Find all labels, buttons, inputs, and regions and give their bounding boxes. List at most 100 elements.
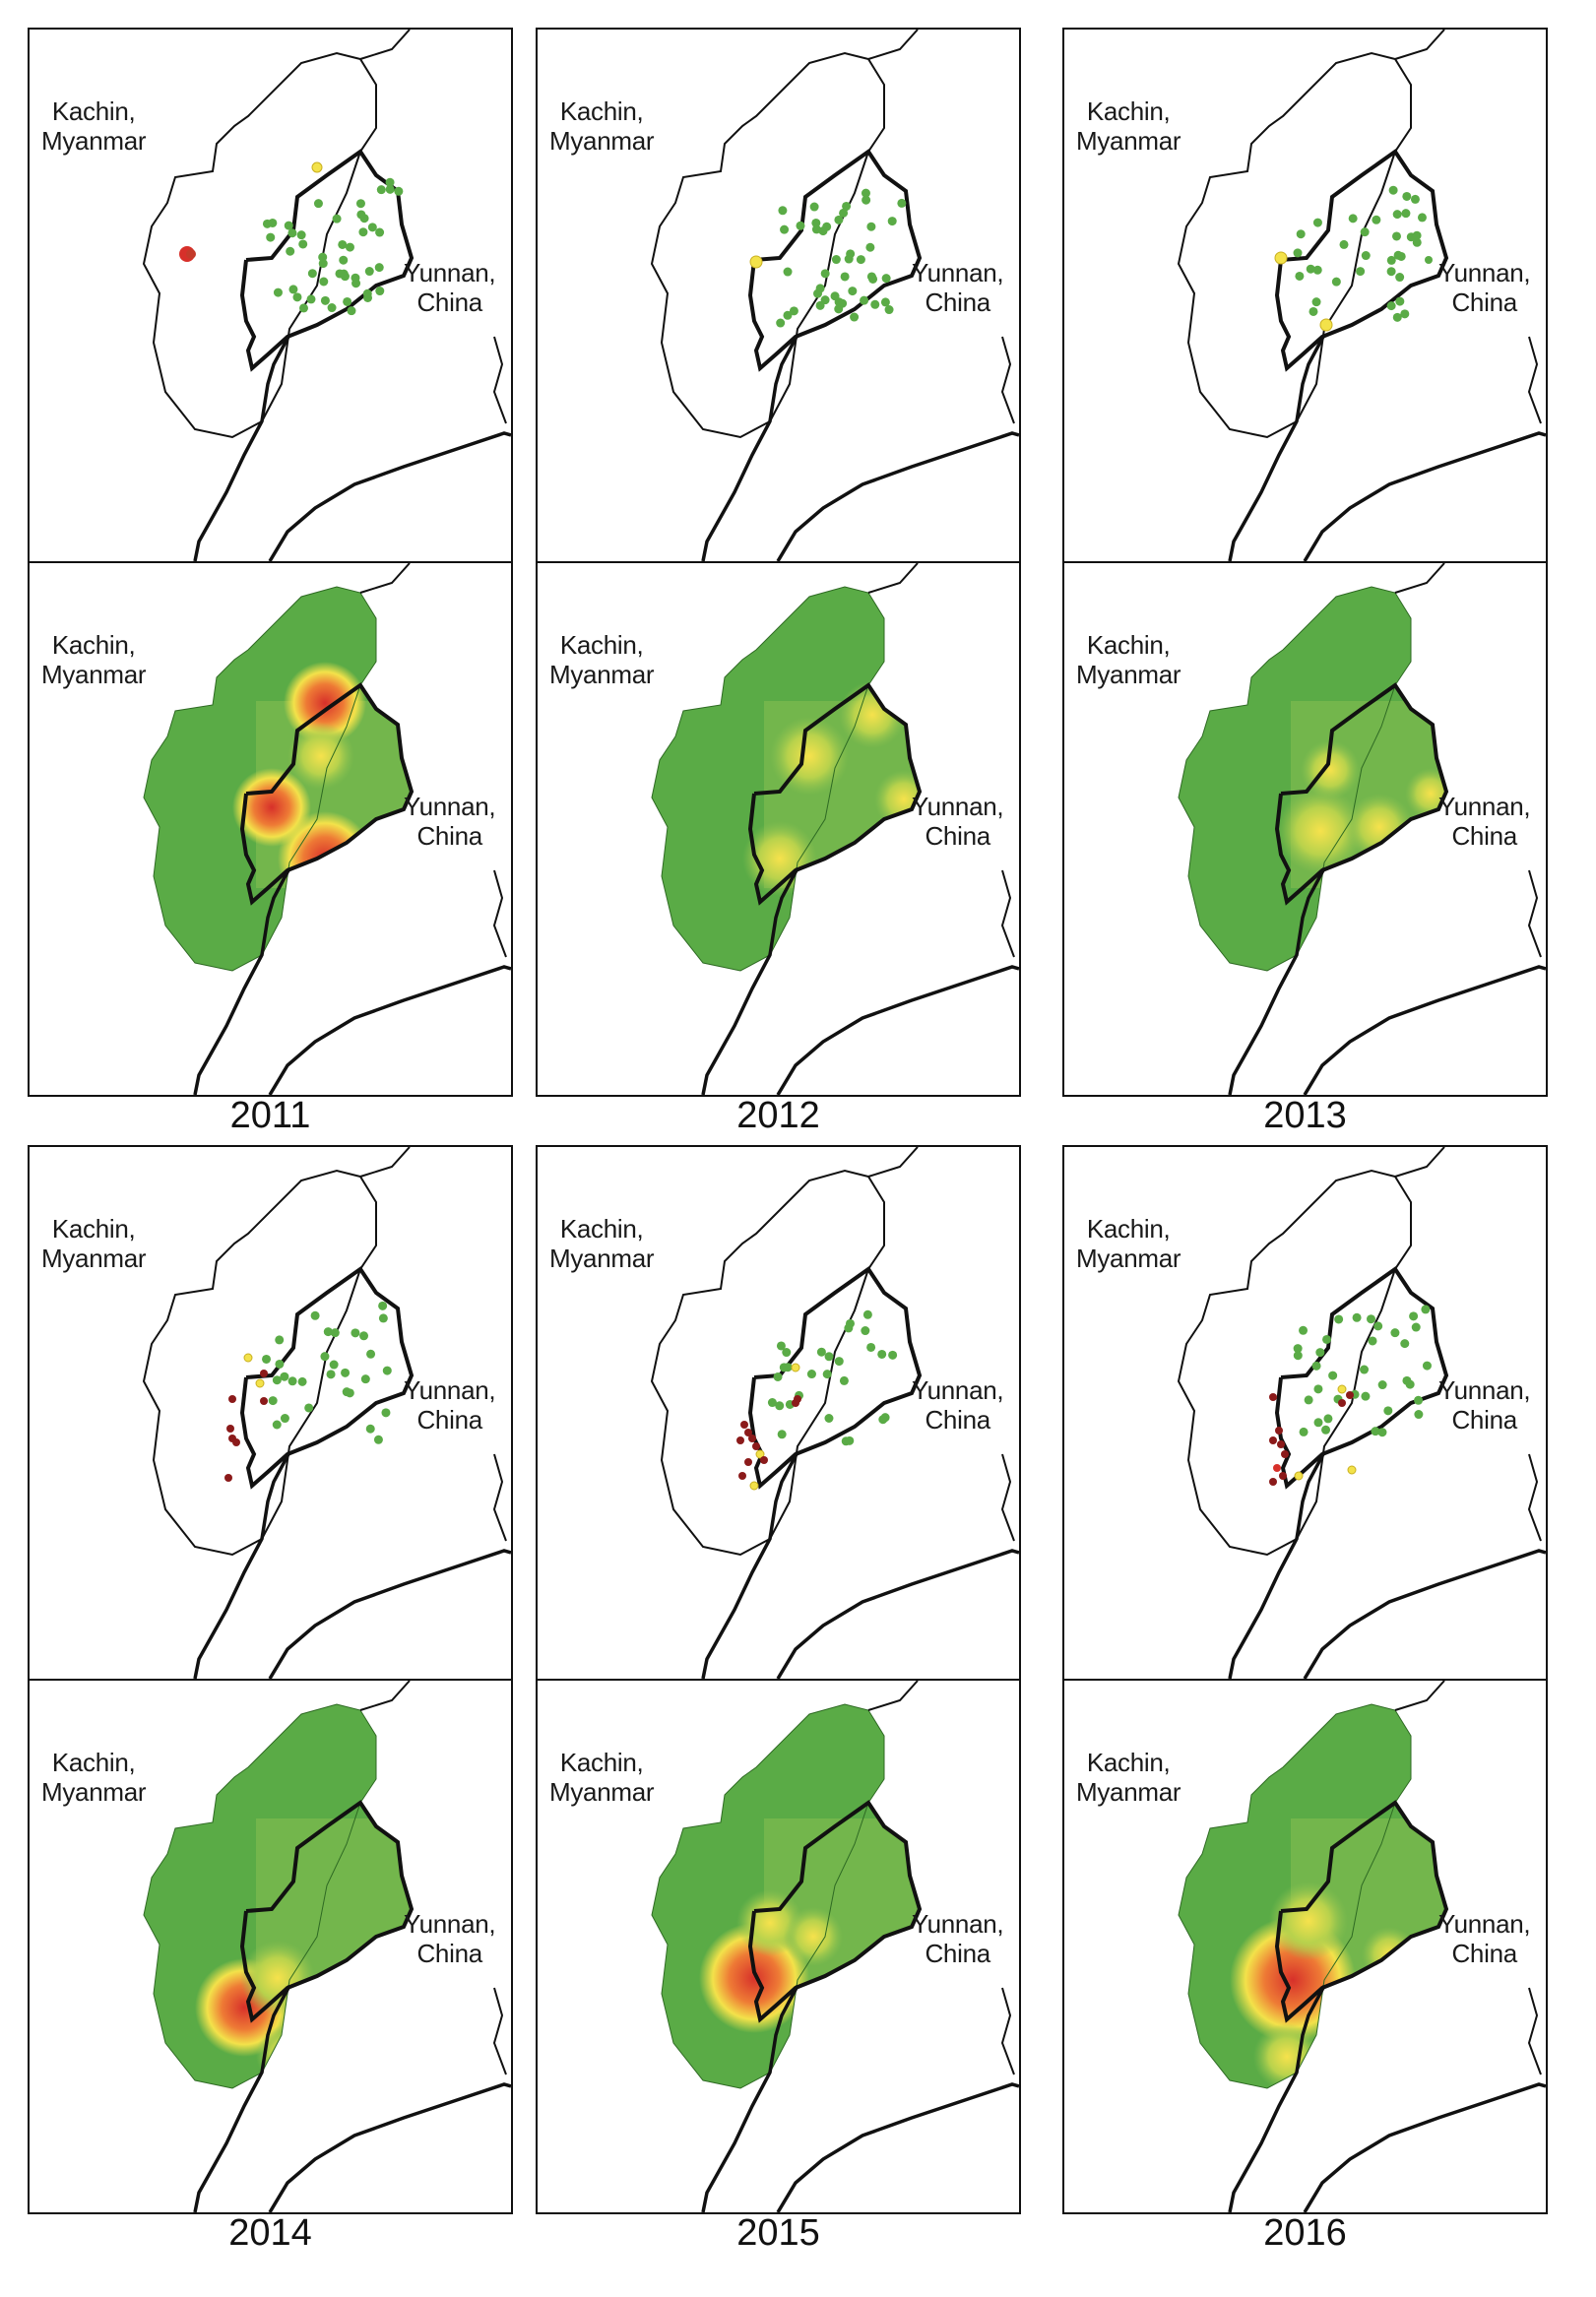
country-border xyxy=(701,1985,799,2212)
map-svg xyxy=(1178,1681,1546,2212)
case-point xyxy=(1356,267,1366,277)
case-point-map: Kachin, Myanmar Yunnan, China xyxy=(536,1145,1021,1681)
case-point xyxy=(845,1318,855,1328)
label-kachin-line1: Kachin, xyxy=(559,630,644,660)
label-yunnan-line1: Yunnan, xyxy=(912,1909,1004,1939)
density-map: Kachin, Myanmar Yunnan, China xyxy=(536,561,1021,1097)
case-point xyxy=(834,215,844,224)
case-point xyxy=(1352,1312,1362,1322)
case-point xyxy=(288,285,298,294)
case-point xyxy=(356,210,366,220)
case-point xyxy=(375,227,385,237)
case-point xyxy=(880,297,890,307)
region-outline xyxy=(142,51,377,439)
map-svg xyxy=(650,1147,1019,1679)
region-outline xyxy=(1177,51,1412,439)
case-point xyxy=(780,224,790,234)
case-point xyxy=(275,1335,285,1345)
label-yunnan-china: Yunnan, China xyxy=(912,792,1004,851)
case-point xyxy=(1269,1436,1277,1444)
case-point xyxy=(1421,1305,1431,1314)
case-point xyxy=(1306,264,1315,274)
case-point xyxy=(862,195,871,205)
case-point xyxy=(845,1436,855,1445)
case-point xyxy=(255,1378,265,1388)
case-point xyxy=(831,255,841,265)
case-point xyxy=(815,300,825,310)
case-point xyxy=(809,202,819,212)
case-point xyxy=(1274,251,1288,265)
case-point xyxy=(367,223,377,232)
label-yunnan-china: Yunnan, China xyxy=(404,1909,496,1968)
label-yunnan-line1: Yunnan, xyxy=(404,1375,496,1405)
region-outline xyxy=(142,1169,377,1557)
case-point xyxy=(1299,1325,1309,1335)
label-kachin-line2: Myanmar xyxy=(1076,660,1181,689)
case-point xyxy=(1371,1427,1380,1436)
case-point xyxy=(776,318,786,328)
case-point xyxy=(280,1414,289,1424)
case-point xyxy=(1414,1395,1424,1405)
country-border xyxy=(193,334,291,561)
case-point xyxy=(1339,239,1349,249)
country-border xyxy=(701,334,799,561)
label-kachin-line2: Myanmar xyxy=(1076,1777,1181,1807)
country-border xyxy=(747,149,923,372)
case-point xyxy=(870,299,880,309)
country-border xyxy=(701,867,799,1095)
case-point xyxy=(318,259,328,269)
case-point xyxy=(1337,1384,1347,1394)
case-point xyxy=(1400,1339,1410,1349)
case-point xyxy=(1373,1321,1383,1331)
label-kachin-line1: Kachin, xyxy=(1086,630,1171,660)
case-point xyxy=(338,239,348,249)
density-map: Kachin, Myanmar Yunnan, China xyxy=(1062,1679,1548,2214)
case-point xyxy=(1368,1336,1377,1346)
label-kachin-line2: Myanmar xyxy=(549,1777,655,1807)
density-map: Kachin, Myanmar Yunnan, China xyxy=(536,1679,1021,2214)
year-label: 2011 xyxy=(229,1095,311,1136)
case-point xyxy=(777,1430,787,1439)
case-point xyxy=(1395,273,1405,283)
case-point xyxy=(394,186,404,196)
label-yunnan-line2: China xyxy=(416,1405,482,1435)
label-yunnan-line1: Yunnan, xyxy=(1438,1909,1531,1939)
case-point xyxy=(767,1398,777,1408)
label-yunnan-line1: Yunnan, xyxy=(1438,792,1531,821)
label-yunnan-line1: Yunnan, xyxy=(912,258,1004,287)
case-point xyxy=(783,267,793,277)
case-point xyxy=(749,1481,759,1491)
case-point xyxy=(310,1310,320,1320)
label-yunnan-line1: Yunnan, xyxy=(1438,1375,1531,1405)
case-point xyxy=(1360,227,1370,237)
case-point xyxy=(755,1449,765,1459)
case-point xyxy=(779,1363,789,1372)
case-point xyxy=(359,1331,369,1341)
label-yunnan-line2: China xyxy=(1451,287,1517,317)
case-point xyxy=(1422,1361,1432,1371)
case-point xyxy=(351,1328,360,1338)
case-point xyxy=(1331,277,1341,287)
label-yunnan-china: Yunnan, China xyxy=(1438,792,1531,851)
label-yunnan-china: Yunnan, China xyxy=(912,258,1004,317)
case-point xyxy=(351,273,360,283)
case-point xyxy=(330,1328,340,1338)
label-yunnan-line2: China xyxy=(925,1939,990,1968)
label-yunnan-line2: China xyxy=(416,821,482,851)
label-kachin-myanmar: Kachin, Myanmar xyxy=(41,630,147,689)
case-point xyxy=(1377,1428,1387,1437)
label-yunnan-china: Yunnan, China xyxy=(1438,258,1531,317)
case-point xyxy=(228,1395,236,1403)
case-point xyxy=(748,1435,756,1442)
case-point xyxy=(1400,309,1410,319)
case-point xyxy=(840,272,850,282)
country-border xyxy=(1274,1800,1449,2023)
case-point xyxy=(1392,210,1402,220)
year-column: Kachin, Myanmar Yunnan, China Kachin, Myanmar… xyxy=(1062,28,1548,1150)
case-point xyxy=(897,198,907,208)
case-point xyxy=(1293,1351,1303,1361)
case-point xyxy=(866,222,876,231)
case-point xyxy=(360,1374,370,1384)
case-point xyxy=(284,221,293,230)
label-yunnan-china: Yunnan, China xyxy=(1438,1909,1531,1968)
